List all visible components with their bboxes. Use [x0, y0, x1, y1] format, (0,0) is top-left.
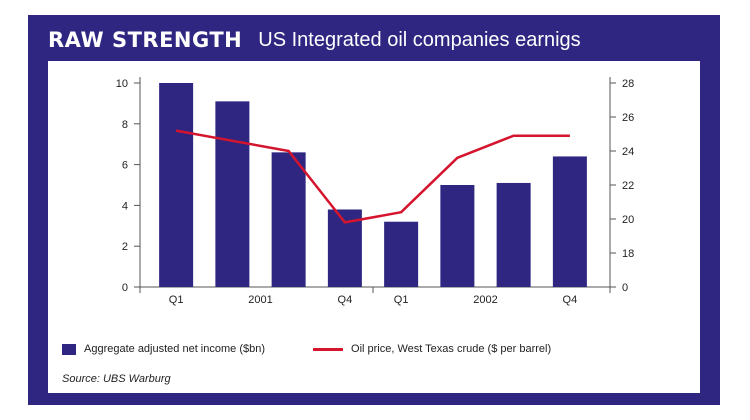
bar-income: [159, 83, 194, 287]
x-tick-label: Q4: [563, 294, 578, 306]
x-tick-label: 2001: [248, 294, 272, 306]
right-tick-label: 22: [622, 180, 634, 192]
left-tick-label: 4: [122, 200, 128, 212]
right-tick-label: 24: [622, 146, 634, 158]
bar-income: [384, 221, 419, 287]
x-tick-label: Q4: [338, 294, 353, 306]
legend-item-bars: Aggregate adjusted net income ($bn): [62, 343, 265, 355]
left-tick-label: 10: [116, 78, 128, 90]
chart-frame: RAW STRENGTH US Integrated oil companies…: [28, 15, 720, 405]
left-tick-label: 6: [122, 160, 128, 172]
x-tick-label: Q1: [169, 294, 184, 306]
legend-item-line: Oil price, West Texas crude ($ per barre…: [313, 343, 551, 355]
x-tick-label: 2002: [473, 294, 497, 306]
source-note: Source: UBS Warburg: [62, 373, 171, 385]
bar-income: [496, 182, 531, 287]
right-tick-label: 20: [622, 214, 634, 226]
bar-income: [215, 101, 250, 287]
left-tick-label: 0: [122, 282, 128, 294]
bar-income: [271, 152, 306, 287]
right-tick-label: 18: [622, 248, 634, 260]
legend-line-swatch: [313, 347, 344, 351]
legend-bar-label: Aggregate adjusted net income ($bn): [84, 343, 266, 355]
bar-income: [440, 185, 475, 287]
chart-title: RAW STRENGTH: [48, 28, 243, 52]
legend-line-label: Oil price, West Texas crude ($ per barre…: [351, 343, 552, 355]
right-tick-label: 0: [622, 282, 628, 294]
chart-panel: 0 2 4 6 8 10 0 18 20 22 24 26 28 Q1 2001 Q4 Q1 2002 Q4 Agg…: [48, 61, 700, 393]
legend-bar-swatch: [62, 343, 76, 355]
right-tick-label: 28: [622, 78, 634, 90]
title-bar: RAW STRENGTH US Integrated oil companies…: [48, 23, 581, 57]
legend: Aggregate adjusted net income ($bn) Oil …: [62, 343, 551, 355]
chart-subtitle: US Integrated oil companies earnigs: [258, 28, 581, 51]
line-oil-price: [175, 129, 570, 224]
x-tick-label: Q1: [394, 294, 409, 306]
left-tick-label: 8: [122, 119, 128, 131]
right-tick-label: 26: [622, 112, 634, 124]
left-tick-label: 2: [122, 241, 128, 253]
bar-income: [552, 156, 587, 287]
